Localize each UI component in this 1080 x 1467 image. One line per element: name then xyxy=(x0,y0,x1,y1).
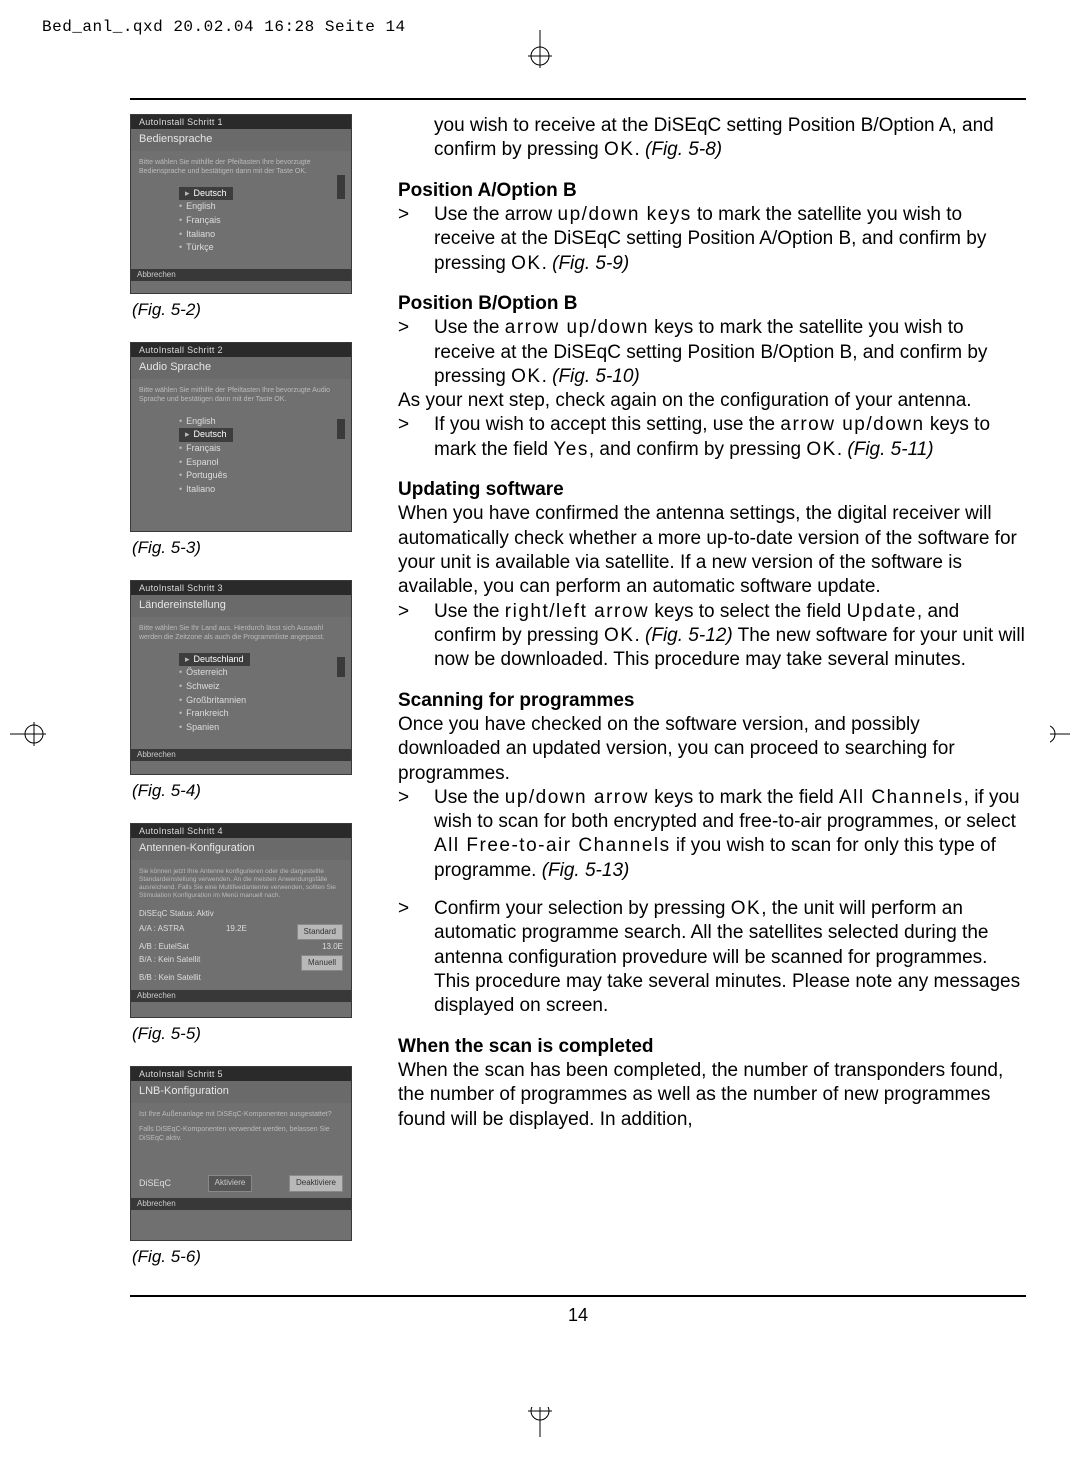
figure-5-6: AutoInstall Schritt 5 LNB-Konfiguration … xyxy=(130,1066,352,1241)
page-body: AutoInstall Schritt 1 Bediensprache Bitt… xyxy=(80,80,1050,1407)
rule-bottom xyxy=(130,1295,1026,1297)
figcaption: (Fig. 5-6) xyxy=(132,1247,378,1267)
rule-top xyxy=(130,98,1026,100)
figure-5-5: AutoInstall Schritt 4 Antennen-Konfigura… xyxy=(130,823,352,1018)
figure-5-4: AutoInstall Schritt 3 Ländereinstellung … xyxy=(130,580,352,775)
page-number: 14 xyxy=(130,1305,1026,1326)
heading-position-b-b: Position B/Option B xyxy=(398,292,1026,316)
print-header: Bed_anl_.qxd 20.02.04 16:28 Seite 14 xyxy=(42,18,406,36)
heading-scanning: Scanning for programmes xyxy=(398,689,1026,713)
figure-5-3: AutoInstall Schritt 2 Audio Sprache Bitt… xyxy=(130,342,352,532)
heading-updating-software: Updating software xyxy=(398,478,1026,502)
figcaption: (Fig. 5-2) xyxy=(132,300,378,320)
heading-position-a-b: Position A/Option B xyxy=(398,179,1026,203)
figure-column: AutoInstall Schritt 1 Bediensprache Bitt… xyxy=(130,114,378,1289)
figcaption: (Fig. 5-4) xyxy=(132,781,378,801)
heading-scan-complete: When the scan is completed xyxy=(398,1035,1026,1059)
crop-mark-top xyxy=(510,30,570,70)
figure-5-2: AutoInstall Schritt 1 Bediensprache Bitt… xyxy=(130,114,352,294)
crop-mark-left xyxy=(10,704,50,764)
figcaption: (Fig. 5-5) xyxy=(132,1024,378,1044)
instructions-column: you wish to receive at the DiSEqC settin… xyxy=(398,114,1026,1289)
figcaption: (Fig. 5-3) xyxy=(132,538,378,558)
